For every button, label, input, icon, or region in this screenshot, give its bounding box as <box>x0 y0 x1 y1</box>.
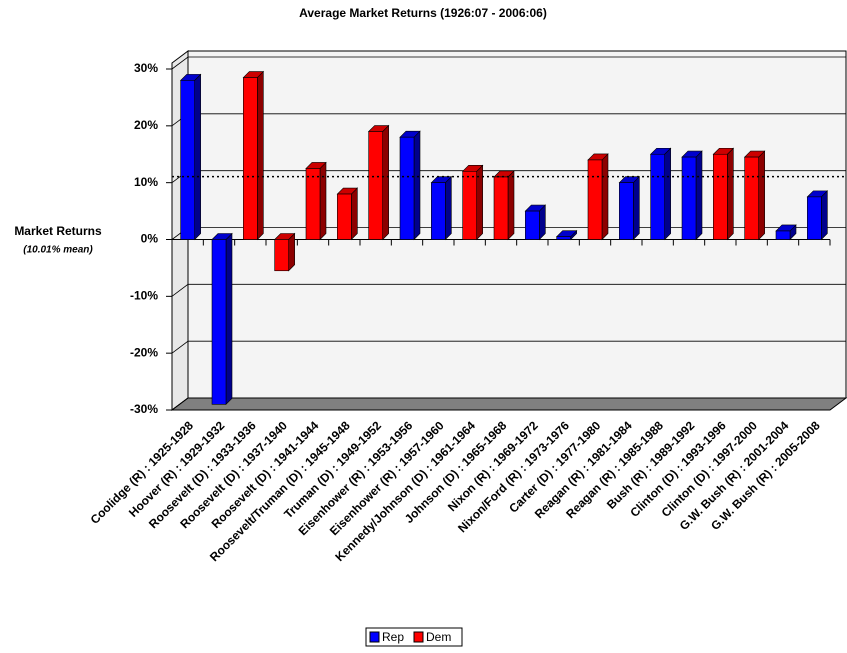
legend-swatch <box>413 631 424 643</box>
bar <box>305 168 321 240</box>
bar-side <box>664 147 671 241</box>
bar-side <box>382 124 389 241</box>
legend-swatch <box>369 631 380 643</box>
y-tick-label: 0% <box>141 232 159 246</box>
bar-side <box>194 73 201 241</box>
bar <box>556 236 571 240</box>
bar-side <box>413 130 421 241</box>
bar-side <box>727 147 734 241</box>
bar-side <box>633 175 640 241</box>
bar <box>681 156 697 240</box>
grid-line <box>171 56 846 70</box>
bar-side <box>695 150 703 241</box>
bar <box>650 153 665 240</box>
bar <box>368 131 383 240</box>
chart-title: Average Market Returns (1926:07 - 2006:0… <box>299 6 547 20</box>
legend-label: Dem <box>426 630 451 644</box>
bar-side <box>507 170 515 241</box>
y-axis-sublabel: (10.01% mean) <box>23 245 93 256</box>
grid-line <box>171 397 846 411</box>
y-axis-label: Market Returns <box>14 224 102 238</box>
bar <box>619 182 634 240</box>
bar <box>180 80 195 240</box>
bar <box>211 239 227 405</box>
bar <box>274 239 289 272</box>
bar <box>462 171 477 240</box>
bar <box>525 210 540 240</box>
grid-line <box>171 283 846 297</box>
y-tick-label: 30% <box>134 61 158 75</box>
bar <box>744 156 759 240</box>
bar-side <box>288 232 295 272</box>
bar-side <box>225 232 233 406</box>
bar-side <box>319 161 327 241</box>
bar-side <box>445 175 452 241</box>
bar-side <box>601 153 609 241</box>
bar <box>587 159 603 240</box>
y-tick-label: -10% <box>130 289 158 303</box>
bar <box>337 193 352 240</box>
bar <box>493 176 509 240</box>
bar-side <box>758 150 765 241</box>
bar <box>775 230 791 240</box>
floor <box>170 397 847 411</box>
legend-label: Rep <box>382 630 404 644</box>
y-tick-label: 20% <box>134 118 158 132</box>
bar <box>399 136 415 240</box>
y-tick-label: 10% <box>134 175 158 189</box>
bar <box>431 182 446 240</box>
bar-side <box>351 187 358 241</box>
bar <box>243 77 258 240</box>
bar <box>713 153 728 240</box>
bar-side <box>821 190 828 241</box>
bar <box>807 196 822 240</box>
y-tick-label: -20% <box>130 345 158 359</box>
bar-side <box>257 70 264 241</box>
grid-line <box>171 340 846 354</box>
y-tick-label: -30% <box>130 402 158 416</box>
